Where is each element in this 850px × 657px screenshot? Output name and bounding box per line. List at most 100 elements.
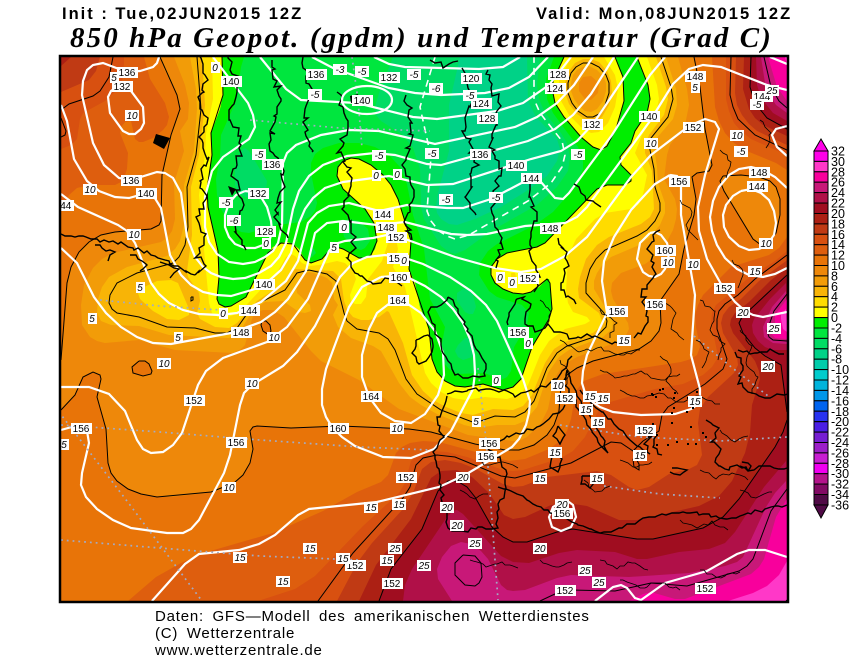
svg-text:132: 132 bbox=[114, 82, 131, 93]
svg-text:136: 136 bbox=[264, 160, 281, 171]
svg-text:20: 20 bbox=[736, 308, 749, 319]
svg-text:-5: -5 bbox=[311, 90, 320, 101]
svg-text:5: 5 bbox=[61, 440, 67, 451]
svg-text:-3: -3 bbox=[336, 65, 345, 76]
svg-text:5: 5 bbox=[692, 83, 698, 94]
svg-text:25: 25 bbox=[592, 578, 605, 589]
svg-text:22: 22 bbox=[831, 197, 845, 211]
svg-text:15: 15 bbox=[381, 556, 393, 567]
svg-text:15: 15 bbox=[365, 503, 377, 514]
svg-text:20: 20 bbox=[555, 500, 568, 511]
svg-text:10: 10 bbox=[246, 379, 258, 390]
svg-text:156: 156 bbox=[228, 438, 245, 449]
svg-text:5: 5 bbox=[137, 283, 143, 294]
svg-text:148: 148 bbox=[378, 223, 395, 234]
svg-text:124: 124 bbox=[547, 84, 564, 95]
svg-text:5: 5 bbox=[175, 333, 181, 344]
svg-text:128: 128 bbox=[550, 70, 567, 81]
svg-text:0: 0 bbox=[401, 256, 407, 267]
svg-text:5: 5 bbox=[89, 314, 95, 325]
svg-text:-6: -6 bbox=[831, 342, 842, 356]
svg-text:140: 140 bbox=[354, 96, 371, 107]
svg-text:25: 25 bbox=[765, 86, 778, 97]
svg-text:-5: -5 bbox=[222, 198, 231, 209]
svg-text:0: 0 bbox=[493, 376, 499, 387]
svg-text:10: 10 bbox=[126, 111, 138, 122]
svg-text:132: 132 bbox=[584, 120, 601, 131]
svg-text:25: 25 bbox=[578, 566, 591, 577]
svg-text:140: 140 bbox=[508, 161, 525, 172]
svg-text:20: 20 bbox=[440, 503, 453, 514]
svg-text:0: 0 bbox=[220, 309, 226, 320]
svg-text:0: 0 bbox=[394, 170, 400, 181]
svg-text:15: 15 bbox=[534, 474, 546, 485]
svg-text:850 hPa Geopot. (gpdm) und Tem: 850 hPa Geopot. (gpdm) und Temperatur (G… bbox=[70, 22, 773, 54]
svg-text:-8: -8 bbox=[831, 353, 842, 367]
svg-text:10: 10 bbox=[831, 259, 845, 273]
svg-text:148: 148 bbox=[233, 328, 250, 339]
svg-text:160: 160 bbox=[391, 273, 408, 284]
svg-text:-26: -26 bbox=[831, 446, 849, 460]
svg-text:Valid: Mon,08JUN2015 12Z: Valid: Mon,08JUN2015 12Z bbox=[536, 5, 792, 23]
svg-text:10: 10 bbox=[84, 185, 96, 196]
svg-text:136: 136 bbox=[119, 68, 136, 79]
svg-text:14: 14 bbox=[831, 238, 845, 252]
svg-text:10: 10 bbox=[158, 359, 170, 370]
svg-text:144: 144 bbox=[749, 182, 766, 193]
svg-text:156: 156 bbox=[478, 452, 495, 463]
svg-text:140: 140 bbox=[641, 112, 658, 123]
svg-text:156: 156 bbox=[554, 509, 571, 520]
svg-text:15: 15 bbox=[304, 544, 316, 555]
svg-text:0: 0 bbox=[831, 311, 838, 325]
svg-text:156: 156 bbox=[647, 300, 664, 311]
svg-text:-5: -5 bbox=[466, 91, 475, 102]
svg-text:10: 10 bbox=[687, 260, 699, 271]
svg-text:10: 10 bbox=[391, 424, 403, 435]
svg-text:24: 24 bbox=[831, 186, 845, 200]
svg-text:16: 16 bbox=[831, 228, 845, 242]
svg-text:0: 0 bbox=[509, 278, 515, 289]
svg-text:164: 164 bbox=[363, 392, 380, 403]
svg-text:156: 156 bbox=[671, 177, 688, 188]
svg-text:-36: -36 bbox=[831, 498, 849, 512]
svg-text:124: 124 bbox=[473, 99, 490, 110]
svg-text:128: 128 bbox=[479, 114, 496, 125]
svg-text:5: 5 bbox=[331, 243, 337, 254]
svg-text:156: 156 bbox=[510, 328, 527, 339]
svg-text:0: 0 bbox=[373, 171, 379, 182]
svg-text:10: 10 bbox=[760, 239, 772, 250]
svg-text:0: 0 bbox=[341, 223, 347, 234]
svg-text:10: 10 bbox=[731, 131, 743, 142]
svg-text:148: 148 bbox=[687, 72, 704, 83]
svg-text:4: 4 bbox=[831, 290, 838, 304]
svg-text:10: 10 bbox=[268, 333, 280, 344]
svg-text:-16: -16 bbox=[831, 394, 849, 408]
svg-text:15: 15 bbox=[337, 554, 349, 565]
svg-text:8: 8 bbox=[831, 269, 838, 283]
svg-text:-22: -22 bbox=[831, 426, 849, 440]
svg-text:0: 0 bbox=[497, 273, 503, 284]
svg-text:25: 25 bbox=[468, 539, 481, 550]
svg-text:0: 0 bbox=[525, 339, 531, 350]
svg-text:140: 140 bbox=[223, 77, 240, 88]
svg-text:148: 148 bbox=[542, 224, 559, 235]
svg-text:25: 25 bbox=[417, 561, 430, 572]
svg-text:152: 152 bbox=[398, 473, 415, 484]
svg-text:15: 15 bbox=[584, 392, 596, 403]
svg-text:20: 20 bbox=[831, 207, 845, 221]
svg-text:5: 5 bbox=[111, 73, 117, 84]
svg-text:15: 15 bbox=[597, 394, 609, 405]
svg-text:-5: -5 bbox=[358, 67, 367, 78]
svg-text:144: 144 bbox=[241, 306, 258, 317]
svg-text:152: 152 bbox=[520, 274, 537, 285]
svg-text:156: 156 bbox=[609, 307, 626, 318]
svg-text:15: 15 bbox=[549, 448, 561, 459]
svg-text:6: 6 bbox=[831, 280, 838, 294]
svg-text:-34: -34 bbox=[831, 488, 849, 502]
svg-text:-10: -10 bbox=[831, 363, 849, 377]
svg-text:Init : Tue,02JUN2015 12Z: Init : Tue,02JUN2015 12Z bbox=[62, 5, 303, 23]
svg-text:10: 10 bbox=[552, 381, 564, 392]
svg-text:132: 132 bbox=[381, 73, 398, 84]
svg-text:15: 15 bbox=[277, 577, 289, 588]
svg-text:15: 15 bbox=[580, 405, 592, 416]
